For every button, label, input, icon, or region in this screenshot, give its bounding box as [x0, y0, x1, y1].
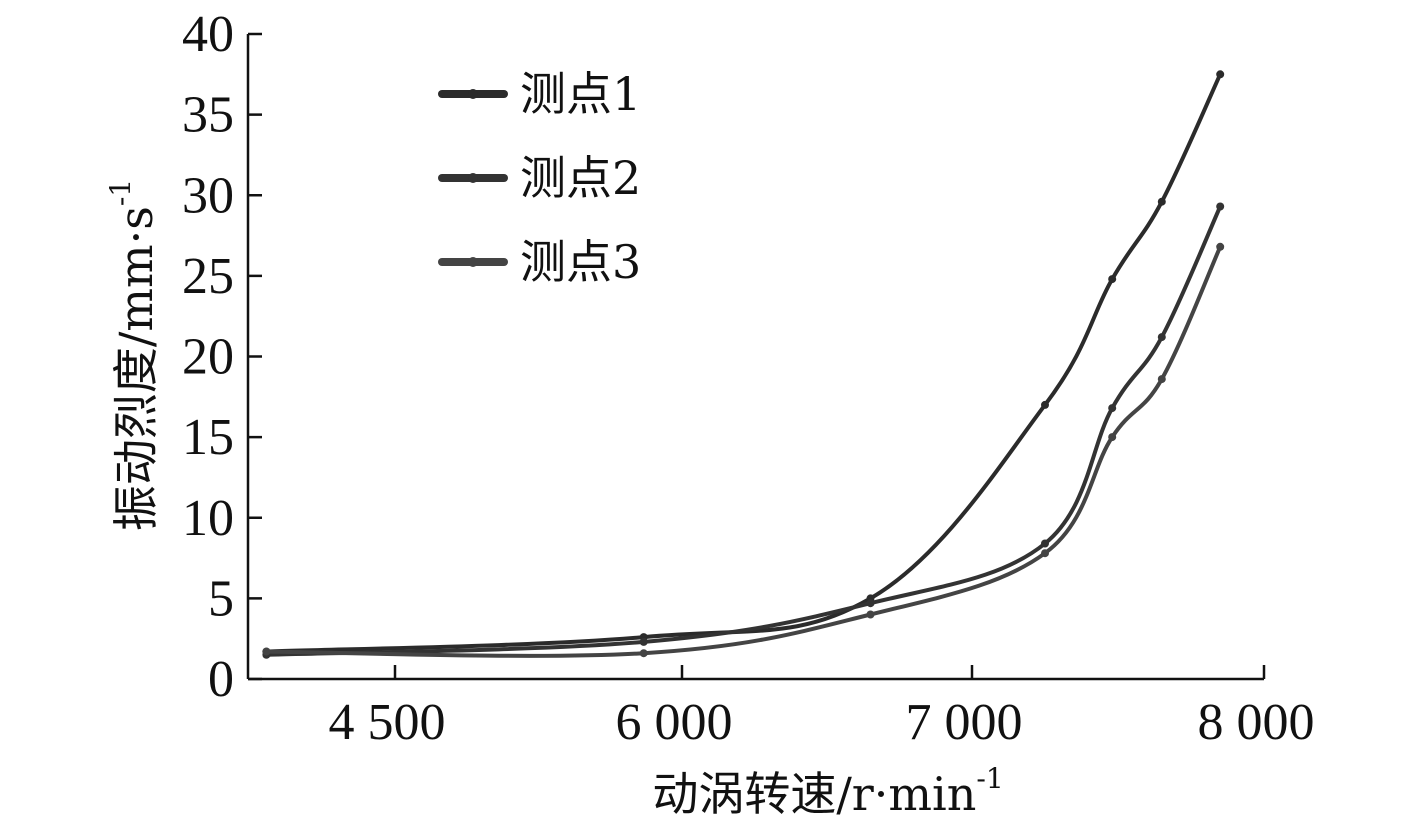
legend-marker	[468, 173, 478, 183]
y-tick-label: 10	[182, 490, 234, 547]
data-point	[1216, 70, 1225, 79]
y-tick-label: 5	[208, 570, 234, 627]
series-3	[262, 242, 1225, 658]
series-line-3	[264, 244, 1223, 658]
series-group	[262, 70, 1225, 659]
y-tick-label: 40	[182, 6, 234, 63]
data-point	[866, 599, 875, 608]
data-point	[639, 637, 648, 646]
data-point	[1108, 404, 1117, 413]
x-tick-label: 7 000	[906, 694, 1023, 751]
data-point	[1216, 242, 1225, 251]
x-tick-label: 4 500	[329, 694, 446, 751]
legend-label: 测点3	[520, 235, 641, 289]
y-axis-title: 振动烈度/mm·s-1	[104, 179, 163, 531]
legend: 测点1 测点2 测点3	[438, 67, 641, 289]
y-tick-label: 20	[182, 329, 234, 386]
legend-label: 测点1	[520, 67, 641, 121]
y-tick-label: 35	[182, 87, 234, 144]
data-point	[262, 647, 271, 656]
data-point	[1216, 202, 1225, 211]
legend-item-1: 测点1	[438, 67, 641, 121]
data-point	[1041, 400, 1049, 409]
legend-item-3: 测点3	[438, 235, 641, 289]
data-point	[1108, 433, 1117, 442]
y-tick-label: 25	[182, 248, 234, 305]
data-point	[1157, 333, 1166, 342]
series-1	[262, 70, 1225, 656]
legend-label: 测点2	[520, 151, 641, 205]
y-tick-label: 0	[208, 651, 234, 708]
legend-marker	[468, 89, 478, 99]
x-axis-title: 动涡转速/r·min-1	[652, 762, 1003, 821]
series-line-2	[264, 204, 1223, 657]
data-point	[639, 649, 648, 658]
legend-item-2: 测点2	[438, 151, 641, 205]
x-tick-label: 6 000	[616, 694, 733, 751]
data-point	[1157, 197, 1166, 206]
data-point	[866, 610, 875, 619]
x-axis-ticks: 4 500 6 000 7 000 8 000	[329, 665, 1315, 751]
series-2	[262, 202, 1225, 659]
y-axis-ticks: 0 5 10 15 20 25 30 35 40	[182, 6, 262, 708]
data-point	[1108, 275, 1117, 284]
y-tick-label: 30	[182, 167, 234, 224]
data-point	[1157, 375, 1166, 384]
data-point	[1041, 549, 1049, 558]
data-point	[1041, 539, 1049, 548]
axes	[246, 34, 1264, 681]
y-tick-label: 15	[182, 409, 234, 466]
legend-marker	[468, 257, 478, 267]
x-tick-label: 8 000	[1198, 694, 1315, 751]
series-line-1	[264, 72, 1223, 654]
